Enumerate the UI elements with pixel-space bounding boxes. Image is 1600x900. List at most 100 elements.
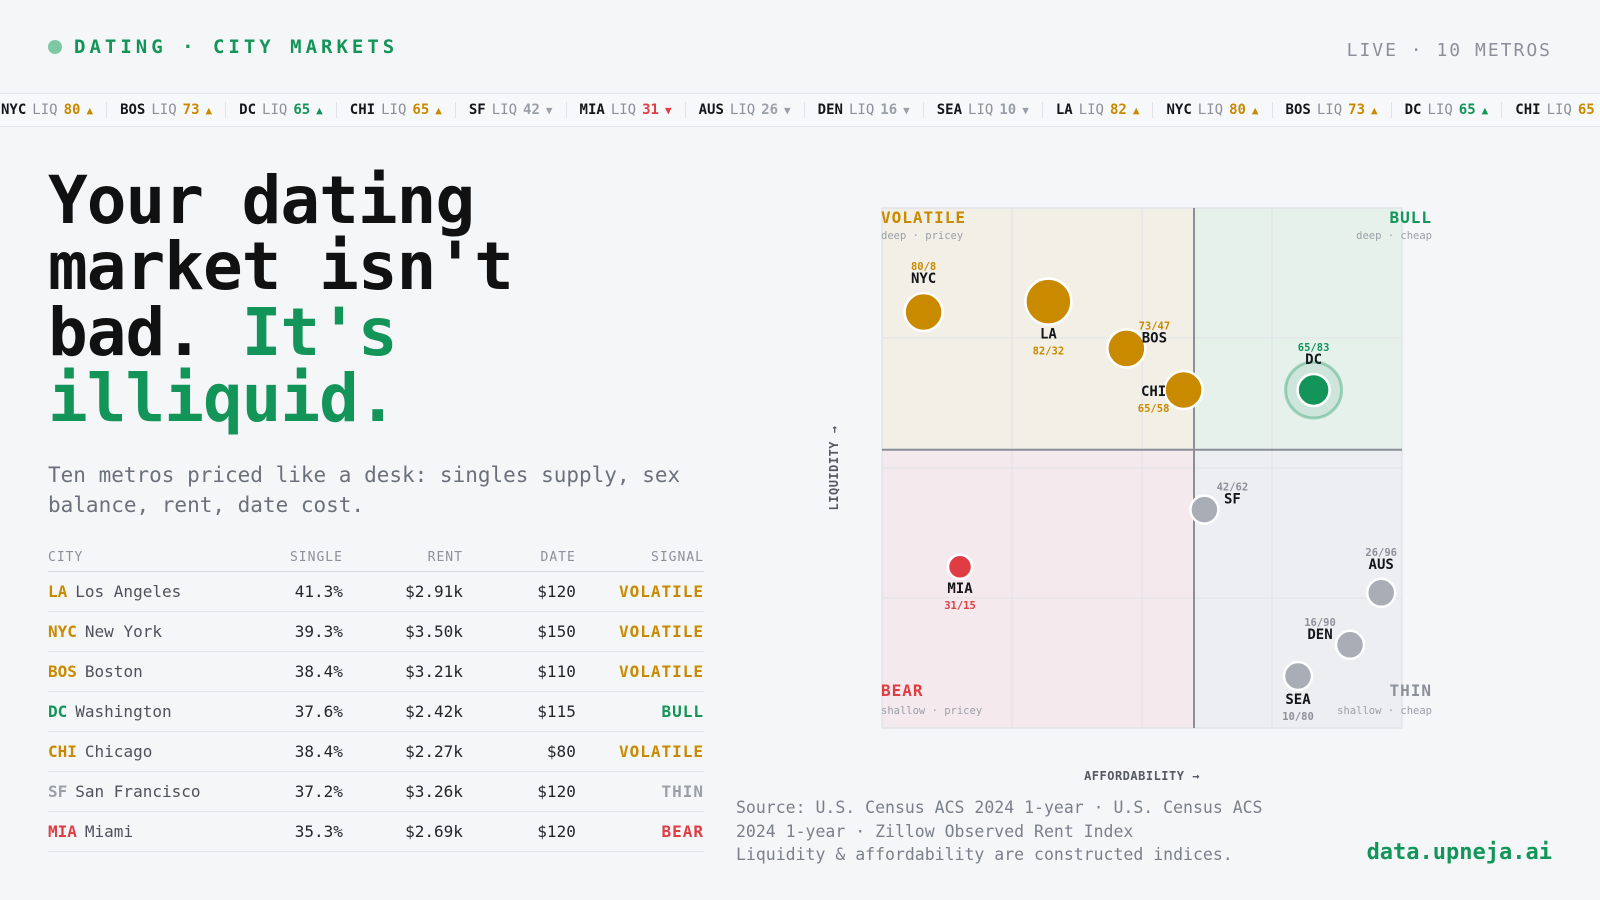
ticker-item-bos: BOS LIQ 73 ▲ [1273,102,1392,118]
ticker-item-nyc: NYC LIQ 80 ▲ [0,102,108,118]
ticker-liq-value: 31 [642,102,659,118]
point-label-value: 42/62 [1217,482,1249,494]
ticker-item-dc: DC LIQ 65 ▲ [226,102,337,118]
headline-line-1: Your dating [48,162,475,239]
date-cell: $115 [462,691,576,732]
ticker-item-sf: SF LIQ 42 ▼ [456,102,567,118]
source-line-1: Source: U.S. Census ACS 2024 1-year · U.… [736,798,1263,841]
point-nyc [903,291,944,333]
table-row: MIA Miami 35.3% $2.69k $120 BEAR [48,811,704,852]
city-code: CHI [48,742,77,761]
city-code: MIA [48,822,77,841]
col-header-signal: SIGNAL [575,550,704,572]
table-body: LA Los Angeles 41.3% $2.91k $120 VOLATILE NYC N… [48,571,704,852]
ticker-item-dc: DC LIQ 65 ▲ [1392,102,1503,118]
date-cell: $150 [462,611,576,652]
city-cell: CHI Chicago [48,731,252,772]
arrow-up-icon: ▲ [205,103,213,117]
ticker-liq-label: LIQ [1078,102,1104,118]
point-label-city: SEA [1285,692,1311,708]
ticker-liq-value: 10 [999,102,1017,118]
ticker-city-code: BOS [120,102,146,118]
col-header-date: DATE [462,550,576,572]
single-cell: 41.3% [251,571,343,612]
plot-frame [881,207,1403,729]
live-status: LIVE · 10 METROS [1346,40,1552,61]
point-label-city: LA [1040,327,1057,343]
quadrant-sublabel-volatile: deep · pricey [881,230,963,242]
city-name: Los Angeles [75,582,182,601]
signal-cell: VOLATILE [575,611,704,652]
single-cell: 38.4% [251,651,343,692]
point-la [1024,277,1073,326]
ticker-liq-value: 65 [293,102,311,118]
point-label-value: 82/32 [1033,346,1065,358]
point-label-city: DEN [1307,627,1332,643]
single-cell: 37.6% [251,691,343,732]
subtitle: Ten metros priced like a desk: singles s… [48,463,681,517]
point-label-city: DC [1305,352,1322,368]
source-line-2: Liquidity & affordability are constructe… [736,845,1233,864]
single-cell: 39.3% [251,611,343,652]
point-label-value: 65/58 [1138,403,1170,415]
ticker-city-code: SEA [936,102,963,118]
city-code: BOS [48,662,77,681]
quadrant-label-volatile: VOLATILE [881,208,966,227]
ticker-liq-value: 26 [761,102,779,118]
arrow-down-icon: ▼ [545,103,553,117]
arrow-up-icon: ▲ [1132,103,1140,117]
point-label-city: AUS [1369,557,1394,573]
city-name: Washington [75,702,172,721]
quadrant-label-thin: THIN [1389,681,1432,700]
rent-cell: $2.69k [342,811,463,852]
point-aus [1365,577,1397,609]
ticker-liq-value: 65 [1458,102,1476,118]
quadrant-sublabel-thin: shallow · cheap [1337,705,1432,717]
ticker-city-code: DEN [817,102,843,118]
signal-cell: BULL [575,691,704,732]
city-cell: MIA Miami [48,811,252,852]
headline-line-4: illiquid. [48,360,398,437]
brand: DATING · CITY MARKETS [48,36,398,58]
point-label-city: BOS [1142,330,1167,346]
city-code: LA [48,582,68,601]
date-cell: $110 [462,651,576,692]
date-cell: $120 [462,811,576,852]
quadrant-label-bear: BEAR [881,681,924,700]
ticker-item-den: DEN LIQ 16 ▼ [805,102,924,118]
rent-cell: $2.42k [342,691,463,732]
point-sf [1189,494,1220,525]
point-chi [1163,369,1204,411]
point-label-city: SF [1224,492,1241,508]
rent-cell: $3.21k [342,651,463,692]
point-bos [1106,328,1147,369]
table-row: LA Los Angeles 41.3% $2.91k $120 VOLATILE [48,571,704,612]
x-axis-label: AFFORDABILITY → [1084,769,1200,783]
point-den [1334,629,1366,661]
ticker-city-code: MIA [579,102,605,118]
rent-cell: $3.26k [342,771,463,812]
ticker-liq-label: LIQ [381,102,407,118]
ticker-liq-value: 80 [1229,102,1246,118]
table-row: NYC New York 39.3% $3.50k $150 VOLATILE [48,611,704,652]
ticker-item-sea: SEA LIQ 10 ▼ [924,102,1043,118]
date-cell: $120 [462,771,576,812]
date-cell: $80 [462,731,576,772]
col-header-rent: RENT [342,550,463,572]
point-label-value: 65/83 [1298,342,1330,354]
arrow-up-icon: ▲ [1371,103,1378,117]
point-label-value: 26/96 [1365,547,1397,559]
ticker-liq-label: LIQ [610,102,637,118]
ticker-city-code: CHI [349,102,376,118]
date-cell: $120 [462,571,576,612]
table-row: SF San Francisco 37.2% $3.26k $120 THIN [48,771,704,812]
site-link[interactable]: data.upneja.ai [1366,840,1552,865]
city-cell: LA Los Angeles [48,571,252,612]
headline-line-3b: It's [241,294,398,371]
rent-cell: $2.91k [342,571,463,612]
ticker-item-nyc: NYC LIQ 80 ▲ [1153,102,1273,118]
city-cell: DC Washington [48,691,252,732]
